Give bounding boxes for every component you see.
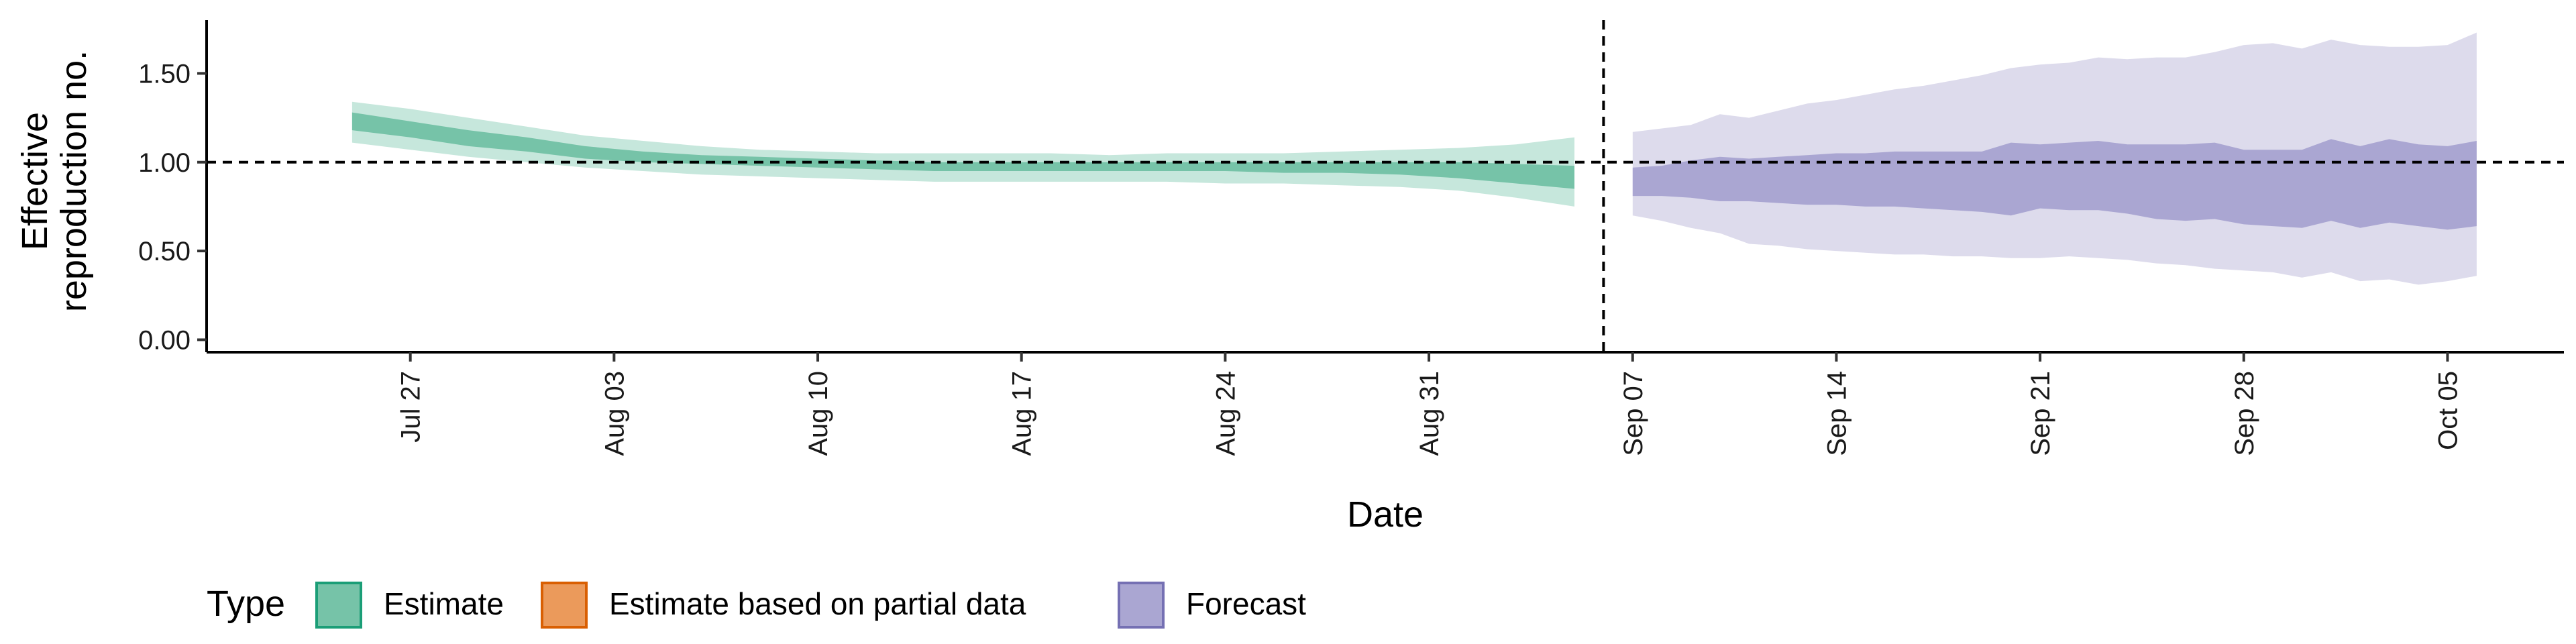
legend-label-estimate: Estimate: [384, 586, 504, 621]
x-tick-label: Aug 10: [804, 371, 833, 456]
legend: Type Estimate Estimate based on partial da…: [207, 582, 1306, 629]
legend-label-forecast: Forecast: [1186, 586, 1306, 621]
y-tick-label: 0.00: [138, 325, 191, 355]
y-tick-label: 0.50: [138, 237, 191, 266]
legend-label-estimate-based-on-partial-data: Estimate based on partial data: [609, 586, 1026, 621]
x-tick-label: Aug 17: [1008, 371, 1037, 456]
x-tick-label: Sep 14: [1822, 371, 1851, 456]
x-axis-title: Date: [1347, 494, 1424, 535]
x-tick-label: Sep 07: [1619, 371, 1648, 456]
x-tick-label: Sep 28: [2230, 371, 2259, 456]
x-tick-label: Aug 31: [1415, 371, 1444, 456]
x-tick-label: Aug 03: [600, 371, 629, 456]
axes: 0.00 0.50 1.00 1.50 Jul 27 Aug 03 Aug 10 Aug 17…: [15, 20, 2564, 535]
x-tick-label: Oct 05: [2433, 371, 2463, 450]
y-axis-title-line: Effective: [15, 112, 55, 250]
x-tick-label: Jul 27: [396, 371, 426, 443]
y-axis-title: Effectivereproduction no.: [15, 50, 94, 312]
legend-key-estimate-based-on-partial-data: [541, 582, 588, 629]
x-tick-label: Aug 24: [1211, 371, 1240, 456]
legend-key-estimate: [315, 582, 362, 629]
x-tick-label: Sep 21: [2026, 371, 2055, 456]
plot-area: [207, 20, 2564, 352]
legend-title: Type: [207, 584, 285, 624]
estimate-inner-band: [352, 112, 1574, 189]
estimate-outer-band: [352, 101, 1574, 207]
y-tick-label: 1.50: [138, 59, 191, 89]
y-tick-label: 1.00: [138, 148, 191, 178]
forecast-inner-band: [1632, 139, 2477, 230]
legend-key-forecast: [1118, 582, 1165, 629]
y-axis-title-line: reproduction no.: [54, 50, 94, 312]
